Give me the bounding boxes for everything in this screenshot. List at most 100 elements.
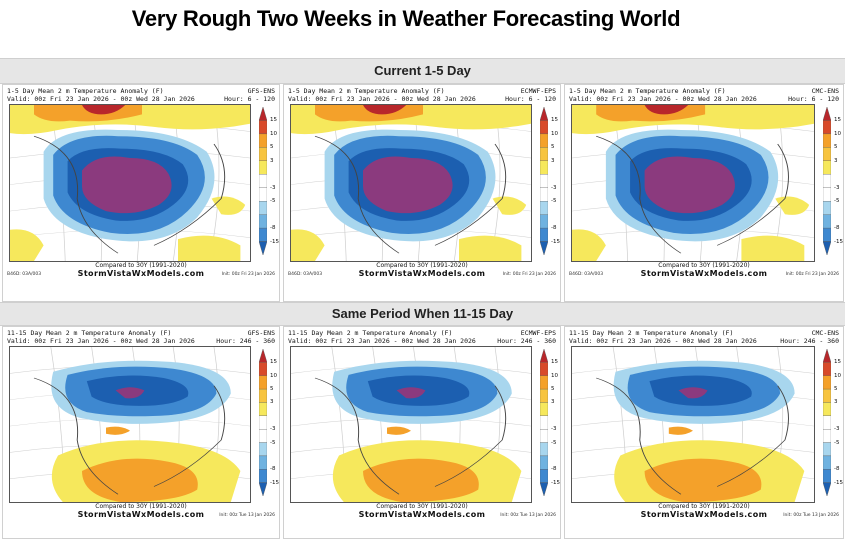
init-time: Init: 00z Fri 23 Jan 2026 xyxy=(221,272,275,277)
model-name: ECMWF-EPS xyxy=(520,87,556,95)
map-svg xyxy=(290,104,532,262)
colorbar-tick-label: -3 xyxy=(270,184,276,191)
colorbar-tick-label: 15 xyxy=(834,359,841,366)
colorbar-tick-label: -5 xyxy=(551,198,557,205)
section-header-current: Current 1-5 Day xyxy=(0,58,845,84)
page-title: Very Rough Two Weeks in Weather Forecast… xyxy=(131,6,681,31)
hour-range: Hour: 246 - 360 xyxy=(216,337,275,345)
valid-range: Valid: 00z Fri 23 Jan 2026 - 00z Wed 28 … xyxy=(7,95,195,103)
colorbar-tick-label: -5 xyxy=(551,439,557,446)
colorbar xyxy=(258,348,268,497)
colorbar-tick-label: 10 xyxy=(270,372,277,379)
colorbar xyxy=(822,106,832,256)
colorbar-tick-label: 5 xyxy=(834,144,838,151)
colorbar-tick-label: 5 xyxy=(834,386,838,393)
colorbar-tick-label: -15 xyxy=(551,238,560,245)
valid-range: Valid: 00z Fri 23 Jan 2026 - 00z Wed 28 … xyxy=(569,95,757,103)
init-time: Init: 00z Fri 23 Jan 2026 xyxy=(785,272,839,277)
panel-header: 1-5 Day Mean 2 m Temperature Anomaly (F)… xyxy=(7,87,275,95)
section-header-same-period: Same Period When 11-15 Day xyxy=(0,302,845,326)
model-name: CMC-ENS xyxy=(811,329,839,337)
colorbar-tick-label: 15 xyxy=(270,359,277,366)
temperature-anomaly-map xyxy=(9,104,251,262)
map-panel-4: 11-15 Day Mean 2 m Temperature Anomaly (… xyxy=(2,326,280,539)
valid-range: Valid: 00z Fri 23 Jan 2026 - 00z Wed 28 … xyxy=(7,337,195,345)
climatology-note: Compared to 30Y (1991-2020) xyxy=(376,503,468,510)
panel-valid: Valid: 00z Fri 23 Jan 2026 - 00z Wed 28 … xyxy=(7,337,275,345)
site-credit: StormVistaWxModels.com xyxy=(640,510,768,519)
data-source-note: B46D: 03A/003 xyxy=(7,272,42,277)
hour-range: Hour: 6 - 120 xyxy=(788,95,839,103)
init-time: Init: 00z Tue 13 Jan 2026 xyxy=(783,513,839,518)
colorbar-tick-label: 10 xyxy=(834,372,841,379)
colorbar-tick-label: -3 xyxy=(551,184,557,191)
climatology-note: Compared to 30Y (1991-2020) xyxy=(376,262,468,269)
map-panel-5: 11-15 Day Mean 2 m Temperature Anomaly (… xyxy=(283,326,561,539)
map-svg xyxy=(9,346,251,503)
colorbar-tick-label: 3 xyxy=(834,157,838,164)
temperature-anomaly-map xyxy=(9,346,251,503)
data-source-note: B46D: 03A/003 xyxy=(288,272,323,277)
colorbar-tick-label: 15 xyxy=(270,117,277,124)
valid-range: Valid: 00z Fri 23 Jan 2026 - 00z Wed 28 … xyxy=(288,337,476,345)
panel-valid: Valid: 00z Fri 23 Jan 2026 - 00z Wed 28 … xyxy=(288,337,556,345)
panel-title: 1-5 Day Mean 2 m Temperature Anomaly (F) xyxy=(569,87,726,95)
panel-footer: Compared to 30Y (1991-2020) StormVistaWxM… xyxy=(565,262,843,278)
hour-range: Hour: 246 - 360 xyxy=(780,337,839,345)
valid-range: Valid: 00z Fri 23 Jan 2026 - 00z Wed 28 … xyxy=(288,95,476,103)
climatology-note: Compared to 30Y (1991-2020) xyxy=(95,262,187,269)
colorbar xyxy=(539,348,549,497)
panel-header: 11-15 Day Mean 2 m Temperature Anomaly (… xyxy=(569,329,839,337)
site-credit: StormVistaWxModels.com xyxy=(358,269,486,278)
colorbar-tick-label: 15 xyxy=(551,359,558,366)
colorbar-tick-label: -15 xyxy=(270,238,279,245)
colorbar-tick-label: -8 xyxy=(834,225,840,232)
site-credit: StormVistaWxModels.com xyxy=(358,510,486,519)
colorbar-tick-label: -15 xyxy=(834,479,843,486)
climatology-note: Compared to 30Y (1991-2020) xyxy=(95,503,187,510)
map-svg xyxy=(290,346,532,503)
colorbar-tick-label: -5 xyxy=(834,439,840,446)
panel-footer: Compared to 30Y (1991-2020) StormVistaWxM… xyxy=(565,503,843,519)
panel-footer: Compared to 30Y (1991-2020) StormVistaWxM… xyxy=(3,262,279,278)
panel-footer: Compared to 30Y (1991-2020) StormVistaWxM… xyxy=(3,503,279,519)
map-svg xyxy=(571,104,815,262)
panel-valid: Valid: 00z Fri 23 Jan 2026 - 00z Wed 28 … xyxy=(569,337,839,345)
site-credit: StormVistaWxModels.com xyxy=(77,269,205,278)
map-svg xyxy=(571,346,815,503)
panel-header: 11-15 Day Mean 2 m Temperature Anomaly (… xyxy=(7,329,275,337)
colorbar-tick-label: -3 xyxy=(834,426,840,433)
colorbar xyxy=(258,106,268,256)
colorbar-tick-label: 5 xyxy=(270,144,274,151)
climatology-note: Compared to 30Y (1991-2020) xyxy=(658,503,750,510)
hour-range: Hour: 246 - 360 xyxy=(497,337,556,345)
data-source-note: B46D: 03A/003 xyxy=(569,272,604,277)
colorbar-tick-label: -15 xyxy=(270,479,279,486)
colorbar-tick-label: -15 xyxy=(834,238,843,245)
hour-range: Hour: 6 - 120 xyxy=(505,95,556,103)
valid-range: Valid: 00z Fri 23 Jan 2026 - 00z Wed 28 … xyxy=(569,337,757,345)
colorbar xyxy=(539,106,549,256)
colorbar-tick-label: -8 xyxy=(834,466,840,473)
colorbar-tick-label: -8 xyxy=(551,466,557,473)
init-time: Init: 00z Tue 13 Jan 2026 xyxy=(219,513,275,518)
panel-title: 11-15 Day Mean 2 m Temperature Anomaly (… xyxy=(288,329,453,337)
panel-header: 1-5 Day Mean 2 m Temperature Anomaly (F)… xyxy=(569,87,839,95)
colorbar-tick-label: 15 xyxy=(551,117,558,124)
colorbar-tick-label: -8 xyxy=(270,225,276,232)
colorbar-tick-label: 10 xyxy=(551,130,558,137)
colorbar-tick-label: 10 xyxy=(551,372,558,379)
colorbar-tick-label: 3 xyxy=(270,399,274,406)
model-name: CMC-ENS xyxy=(811,87,839,95)
panel-footer: Compared to 30Y (1991-2020) StormVistaWxM… xyxy=(284,503,560,519)
temperature-anomaly-map xyxy=(571,346,815,503)
panel-valid: Valid: 00z Fri 23 Jan 2026 - 00z Wed 28 … xyxy=(7,95,275,103)
init-time: Init: 00z Tue 13 Jan 2026 xyxy=(500,513,556,518)
colorbar-tick-label: 3 xyxy=(551,399,555,406)
init-time: Init: 00z Fri 23 Jan 2026 xyxy=(502,272,556,277)
colorbar-tick-label: 10 xyxy=(834,130,841,137)
panel-valid: Valid: 00z Fri 23 Jan 2026 - 00z Wed 28 … xyxy=(288,95,556,103)
colorbar-tick-label: 3 xyxy=(551,157,555,164)
colorbar-tick-label: -3 xyxy=(834,184,840,191)
model-name: GFS-ENS xyxy=(247,329,275,337)
